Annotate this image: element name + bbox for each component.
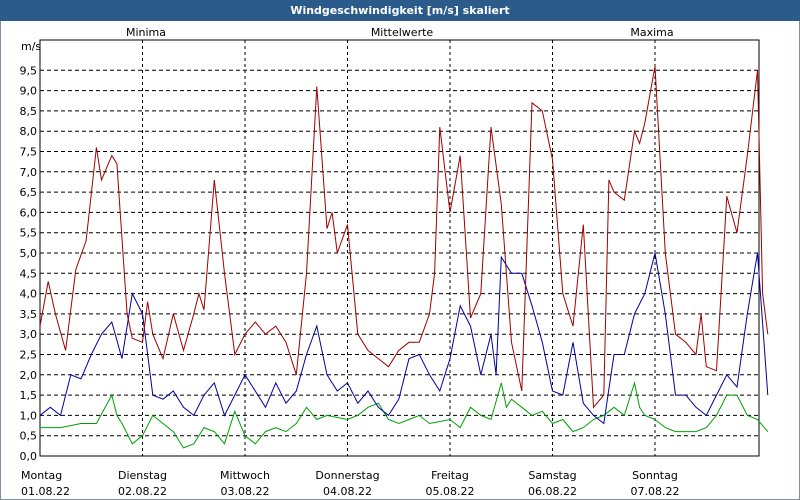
x-tick-day: Freitag — [431, 469, 469, 482]
y-tick-label: 0,5 — [20, 430, 38, 443]
x-tick-date: 04.08.22 — [323, 485, 372, 498]
x-tick-day: Samstag — [528, 469, 576, 482]
y-tick-label: 5,0 — [20, 247, 38, 260]
series-mittelwerte-line — [39, 252, 769, 425]
x-tick-date: 01.08.22 — [21, 485, 70, 498]
x-axis-ticks: Montag 01.08.22 Dienstag 02.08.22 Mittwoch 03… — [21, 469, 679, 498]
y-axis-label: m/s — [21, 40, 41, 53]
window-title: Windgeschwindigkeit [m/s] skaliert — [0, 0, 800, 21]
y-tick-label: 9,5 — [20, 64, 38, 77]
x-tick-date: 06.08.22 — [528, 485, 577, 498]
y-tick-label: 5,5 — [20, 227, 38, 240]
y-tick-label: 4,0 — [20, 288, 38, 301]
x-tick-day: Donnerstag — [315, 469, 379, 482]
x-tick-date: 07.08.22 — [631, 485, 680, 498]
x-tick-date: 03.08.22 — [221, 485, 270, 498]
y-axis-ticks: 0,0 0,5 1,0 1,5 2,0 2,5 3,0 3,5 4,0 4,5 5,0 5,5 6,0 6… — [20, 64, 38, 463]
legend-mittelwerte: Mittelwerte — [371, 26, 434, 39]
series-maxima-line — [39, 66, 769, 409]
x-tick-date: 02.08.22 — [118, 485, 167, 498]
x-tick-day: Sonntag — [632, 469, 678, 482]
y-tick-label: 7,0 — [20, 166, 38, 179]
x-tick-date: 05.08.22 — [426, 485, 475, 498]
y-tick-label: 3,0 — [20, 328, 38, 341]
y-tick-label: 8,0 — [20, 125, 38, 138]
legend-maxima: Maxima — [630, 26, 673, 39]
y-tick-label: 2,0 — [20, 369, 38, 382]
y-tick-label: 6,5 — [20, 186, 38, 199]
y-tick-label: 8,5 — [20, 105, 38, 118]
series-minima-line — [40, 380, 769, 449]
x-tick-day: Mittwoch — [220, 469, 270, 482]
series-lines — [39, 66, 769, 449]
y-tick-label: 9,0 — [20, 85, 38, 98]
plot-area — [39, 39, 760, 457]
y-tick-label: 2,5 — [20, 349, 38, 362]
y-tick-label: 1,5 — [20, 389, 38, 402]
y-tick-label: 6,0 — [20, 206, 38, 219]
y-tick-label: 0,0 — [20, 450, 38, 463]
y-tick-label: 4,5 — [20, 267, 38, 280]
x-tick-day: Montag — [21, 469, 62, 482]
y-tick-label: 3,5 — [20, 308, 38, 321]
x-tick-day: Dienstag — [118, 469, 167, 482]
y-tick-label: 7,5 — [20, 146, 38, 159]
y-tick-label: 1,0 — [20, 409, 38, 422]
legend-minima: Minima — [126, 26, 166, 39]
